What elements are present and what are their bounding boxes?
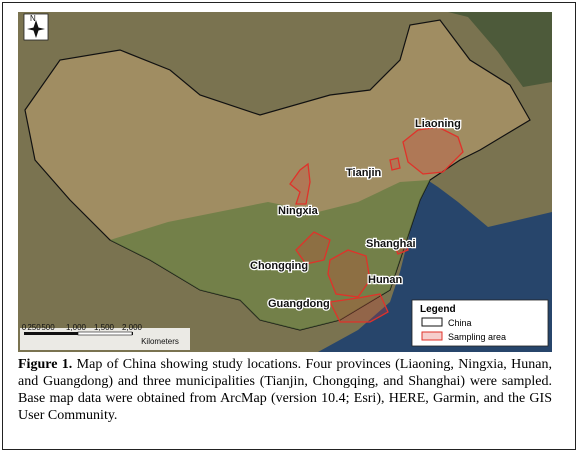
legend-item: China [448,318,472,328]
south-china-vegetation [110,180,430,330]
sampling-area [329,293,389,323]
sampling-area [289,162,311,205]
legend-title: Legend [420,304,456,315]
scale-bar-segment [24,332,78,335]
figure-caption: Figure 1. Map of China showing study loc… [18,356,552,424]
figure-frame [2,2,576,450]
scale-bar-segment [132,332,133,335]
sampling-areas [289,126,464,323]
caption-label: Figure 1. [18,357,73,372]
scale-tick-label: 500 [41,323,55,332]
north-label: N [30,14,36,23]
scale-tick-label: 250 [27,323,41,332]
map: Liaoning Tianjin Ningxia Shanghai Chongqing H… [18,12,552,352]
scale-bar: 0 250 500 1,000 1,500 2,000 Kilometers [22,323,179,346]
place-label: Tianjin [346,167,382,179]
place-label: Guangdong [268,298,330,310]
north-arrow [27,20,45,38]
scale-bar-segment [77,331,133,336]
legend-box [411,299,549,347]
scale-unit: Kilometers [141,337,179,346]
legend-item: Sampling area [448,332,506,342]
sampling-area [389,157,401,171]
place-label: Ningxia [278,205,319,217]
caption-text: Map of China showing study locations. Fo… [18,357,553,423]
legend-swatch-china [421,317,443,327]
place-labels: Liaoning Tianjin Ningxia Shanghai Chongqing H… [249,117,462,312]
place-label: Hunan [368,274,403,286]
scale-tick-label: 0 [22,323,27,332]
place-label: Chongqing [250,260,308,272]
scale-tick-label: 1,500 [94,323,115,332]
sampling-area [402,126,464,175]
scale-tick-label: 2,000 [122,323,143,332]
place-label: Shanghai [366,238,416,250]
sampling-area [327,249,371,298]
legend-swatch-sampling [421,331,443,341]
scale-tick-label: 1,000 [66,323,87,332]
northeast-forest [448,12,552,87]
sampling-area [393,239,409,255]
sampling-area [295,231,331,265]
place-label: Liaoning [415,118,461,130]
